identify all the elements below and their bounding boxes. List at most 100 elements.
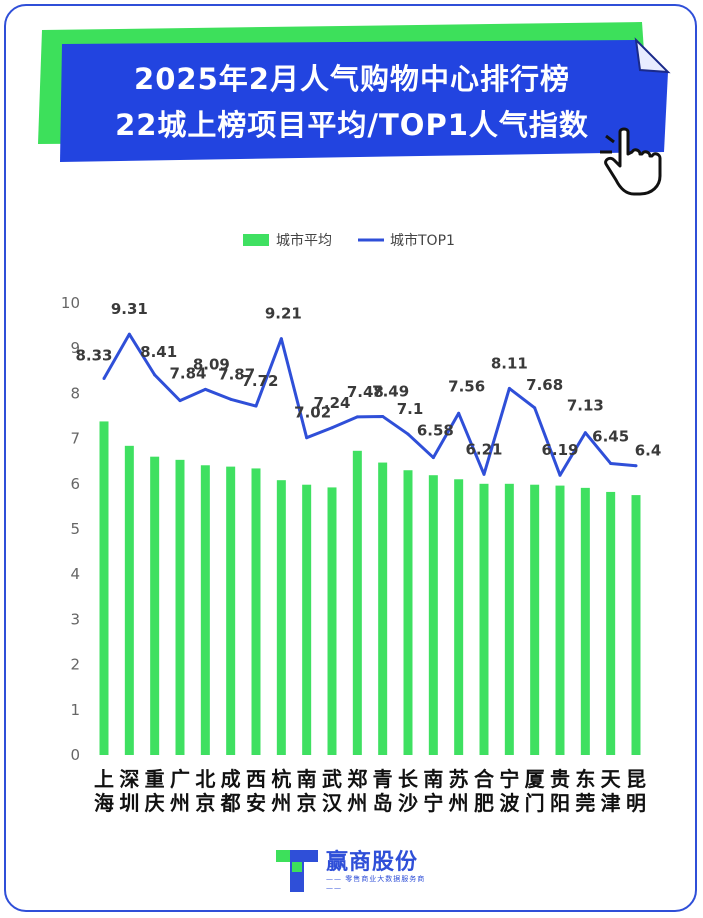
- x-tick-char: 州: [271, 791, 291, 815]
- y-axis: 0 1 2 3 4 5 6 7 8 9 10: [61, 294, 80, 764]
- bar: [428, 475, 438, 755]
- data-label: 7.02: [294, 404, 331, 422]
- x-tick-char: 汉: [322, 791, 343, 815]
- bar: [555, 485, 565, 755]
- x-tick-char: 宁: [423, 791, 443, 815]
- brand-name: 赢商股份: [326, 850, 419, 875]
- banner-blue-shape: [60, 40, 668, 162]
- data-label: 9.31: [111, 300, 148, 318]
- x-tick-char: 北: [195, 767, 215, 791]
- x-tick-label: 郑州: [347, 767, 367, 815]
- line-point: [558, 473, 562, 477]
- line-point: [355, 415, 359, 419]
- data-label: 7.1: [397, 400, 424, 418]
- title-line-2: 22城上榜项目平均/TOP1人气指数: [115, 108, 589, 142]
- line-point: [229, 397, 233, 401]
- line-point: [583, 431, 587, 435]
- x-tick-label: 广州: [170, 767, 190, 815]
- line-series-path: [102, 332, 637, 477]
- data-label: 6.58: [417, 422, 454, 440]
- x-tick-char: 州: [170, 791, 190, 815]
- hand-cursor-icon: [600, 127, 662, 196]
- bar: [302, 484, 312, 755]
- x-tick-char: 上: [94, 767, 114, 791]
- line-point: [305, 436, 309, 440]
- x-tick-label: 贵阳: [550, 767, 570, 815]
- x-tick-label: 长沙: [398, 767, 419, 815]
- line-point: [634, 464, 638, 468]
- data-label: 6.45: [592, 427, 629, 445]
- x-tick-label: 青岛: [373, 767, 393, 815]
- data-label: 7.49: [372, 382, 409, 400]
- data-label: 7.48: [347, 383, 384, 401]
- bar: [403, 470, 413, 755]
- bar: [175, 459, 185, 755]
- x-tick-char: 门: [525, 791, 545, 815]
- x-tick-char: 肥: [474, 791, 494, 815]
- bar: [504, 483, 514, 755]
- x-tick-char: 天: [601, 767, 622, 791]
- brand-mark-icon: [276, 850, 318, 892]
- y-tick-label: 4: [70, 565, 80, 583]
- line-point: [406, 432, 410, 436]
- line-point: [609, 461, 613, 465]
- x-tick-char: 合: [474, 767, 495, 791]
- brand-tagline: —— 零售商业大数据服务商 ——: [326, 875, 426, 892]
- x-tick-label: 南宁: [423, 767, 443, 815]
- bar: [454, 479, 464, 755]
- data-label: 7.24: [313, 394, 350, 412]
- legend: 城市平均 城市TOP1: [243, 232, 455, 249]
- bar-series: [99, 421, 641, 755]
- x-tick-char: 津: [601, 791, 621, 815]
- bar: [226, 466, 236, 755]
- line-point: [330, 426, 334, 430]
- x-tick-char: 贵: [550, 767, 570, 791]
- y-tick-label: 7: [70, 430, 80, 448]
- y-tick-label: 9: [70, 339, 80, 357]
- bar: [580, 487, 590, 755]
- title-banner: 2025年2月人气购物中心排行榜 22城上榜项目平均/TOP1人气指数: [0, 0, 703, 210]
- data-label: 7.13: [567, 397, 604, 415]
- x-tick-char: 青: [373, 767, 393, 791]
- x-tick-char: 阳: [550, 791, 570, 815]
- line-point: [178, 399, 182, 403]
- bar: [631, 495, 641, 755]
- banner-shapes: [38, 22, 671, 196]
- bar: [352, 450, 362, 755]
- x-tick-label: 天津: [601, 767, 622, 815]
- x-tick-char: 苏: [449, 767, 469, 791]
- x-tick-char: 波: [499, 791, 520, 815]
- line-point: [254, 404, 258, 408]
- x-tick-char: 京: [195, 791, 215, 815]
- y-tick-label: 0: [70, 746, 80, 764]
- line-point: [127, 332, 131, 336]
- x-tick-char: 杭: [271, 767, 291, 791]
- legend-line-label: 城市TOP1: [390, 232, 455, 249]
- x-tick-char: 西: [246, 767, 266, 791]
- bar: [251, 468, 261, 755]
- bar: [606, 491, 616, 755]
- x-tick-label: 北京: [195, 767, 215, 815]
- x-tick-char: 广: [170, 767, 190, 791]
- x-tick-label: 杭州: [271, 767, 291, 815]
- bar: [124, 445, 134, 755]
- x-tick-char: 重: [145, 767, 165, 791]
- data-label: 7.84: [169, 365, 206, 383]
- data-label: 8.11: [491, 354, 528, 372]
- x-tick-char: 深: [119, 767, 139, 791]
- bar: [99, 421, 109, 755]
- y-tick-label: 5: [70, 520, 80, 538]
- x-tick-char: 厦: [525, 767, 546, 791]
- line-point: [482, 472, 486, 476]
- line-point: [533, 406, 537, 410]
- x-tick-label: 成都: [220, 767, 241, 815]
- x-tick-label: 昆明: [626, 767, 646, 815]
- bar: [530, 484, 540, 755]
- x-tick-label: 南京: [297, 767, 317, 815]
- x-tick-char: 明: [626, 791, 646, 815]
- line-point: [381, 414, 385, 418]
- x-tick-char: 宁: [499, 767, 519, 791]
- x-tick-char: 州: [347, 791, 367, 815]
- bar: [276, 480, 286, 755]
- line-point: [431, 456, 435, 460]
